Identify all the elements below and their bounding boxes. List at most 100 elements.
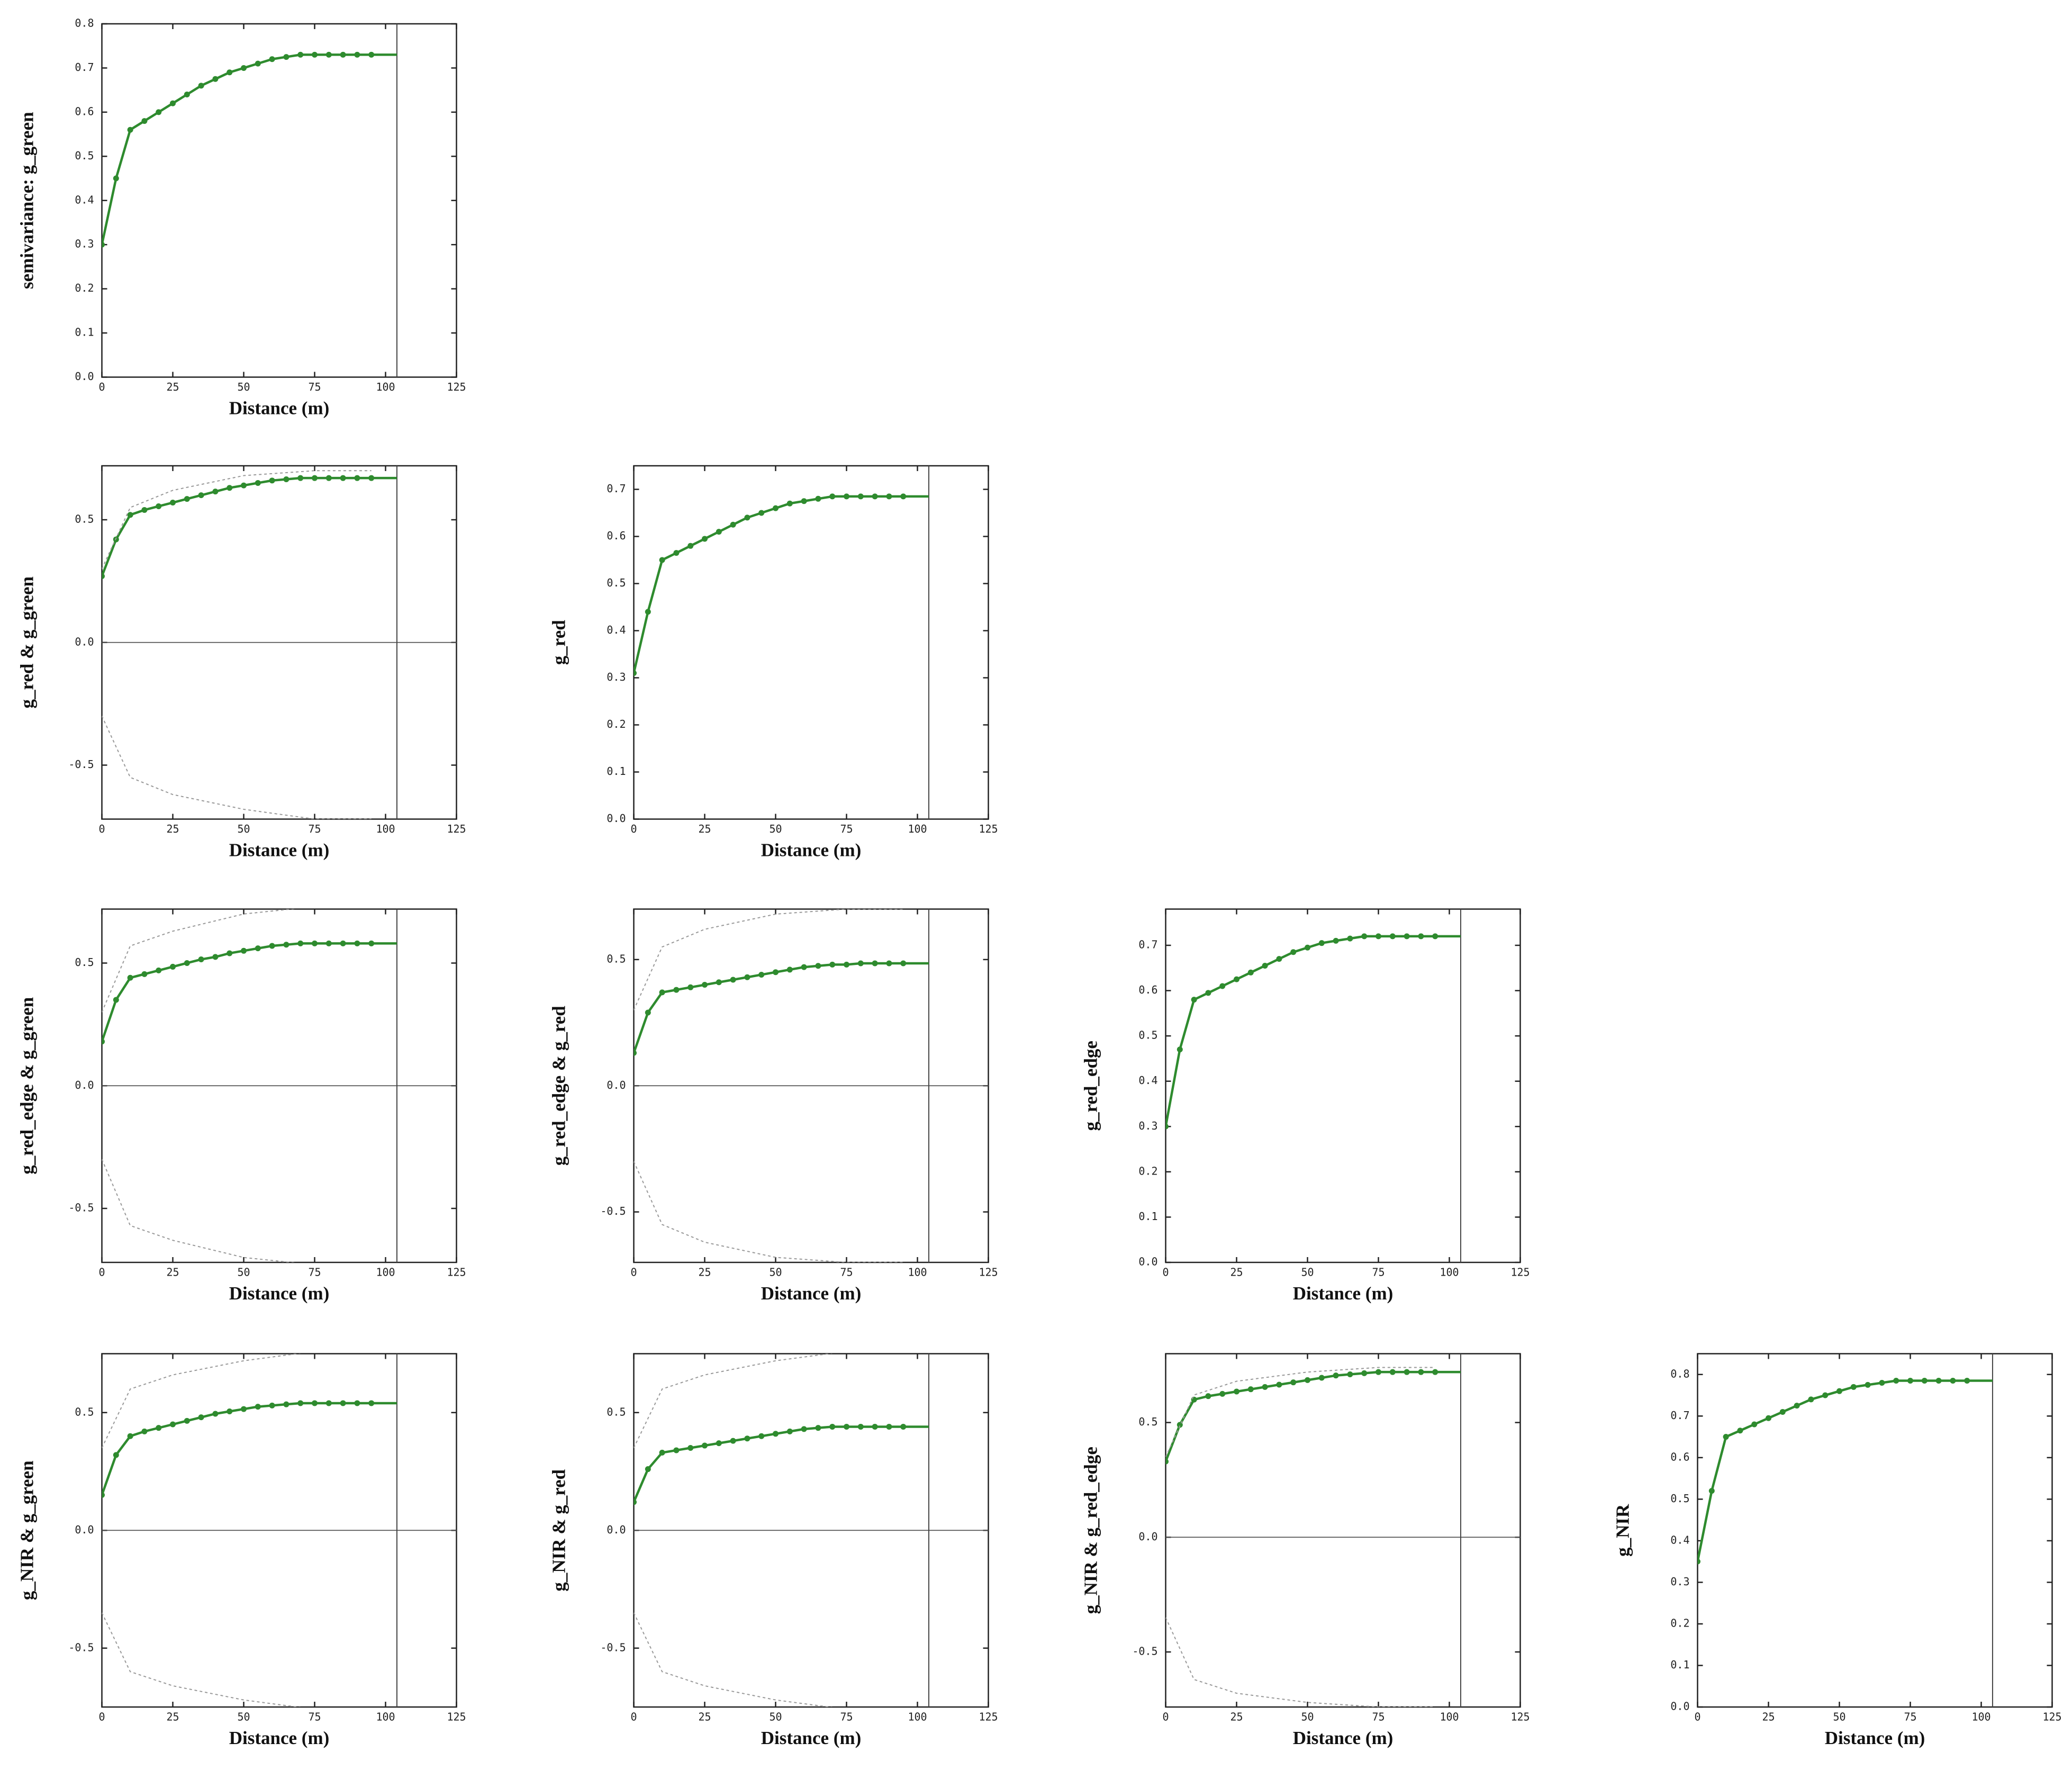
y-tick-label: 0.0 [607, 1079, 626, 1091]
data-point [198, 83, 204, 89]
x-tick-label: 125 [447, 1266, 466, 1279]
data-point [1808, 1396, 1814, 1403]
data-point [255, 945, 261, 952]
data-point [886, 960, 892, 967]
x-tick-label: 100 [1440, 1266, 1459, 1279]
data-point [1333, 937, 1339, 944]
y-tick-label: 0.2 [1138, 1164, 1157, 1177]
x-tick-label: 25 [166, 823, 179, 835]
data-point [255, 1404, 261, 1410]
data-point [1234, 976, 1239, 982]
data-point [801, 964, 807, 970]
data-point [872, 960, 878, 967]
data-point [354, 1400, 360, 1406]
plot-area [1165, 1353, 1461, 1708]
panel: -0.5 0.0 0.5 0 25 50 75 100 125 Distance (m) g_NIR… [549, 1353, 998, 1748]
data-point [1418, 933, 1424, 940]
plot-area [102, 909, 397, 1263]
panel: 0.0 0.1 0.2 0.3 0.4 0.5 0.6 0.7 0.8 0 25 50 75 100 125… [16, 17, 466, 419]
data-point [1347, 1371, 1353, 1378]
y-tick-label: 0.3 [607, 671, 626, 683]
y-tick-label: -0.5 [68, 1202, 94, 1214]
data-point [1376, 1369, 1382, 1375]
data-point [1247, 1386, 1254, 1393]
y-axis-label: g_red & g_green [16, 576, 37, 709]
data-point [857, 493, 864, 500]
y-axis-label: g_red_edge [1081, 1041, 1101, 1131]
data-point [198, 1414, 204, 1421]
x-tick-label: 125 [979, 1266, 998, 1279]
data-point [241, 482, 247, 489]
data-point [1964, 1378, 1970, 1384]
x-tick-label: 100 [908, 1266, 927, 1279]
envelope-line [634, 1353, 833, 1448]
panel: -0.5 0.0 0.5 0 25 50 75 100 125 Distance (m) g_red… [16, 908, 466, 1304]
data-point [312, 940, 318, 946]
data-point [1165, 1458, 1169, 1465]
y-tick-label: 0.0 [75, 635, 94, 648]
x-axis-label: Distance (m) [761, 1728, 862, 1748]
data-point [645, 1009, 651, 1016]
y-tick-label: 0.0 [607, 1523, 626, 1536]
x-axis-label: Distance (m) [1293, 1728, 1394, 1748]
y-tick-label: 0.0 [1138, 1256, 1157, 1268]
data-point [269, 56, 275, 62]
data-point [786, 967, 793, 973]
data-point [1697, 1558, 1700, 1565]
x-tick-label: 50 [1301, 1266, 1314, 1279]
envelope-line [634, 1161, 903, 1263]
x-tick-label: 25 [1762, 1711, 1775, 1723]
model-line [102, 476, 372, 577]
y-tick-label: 0.4 [75, 193, 94, 206]
data-point [1404, 1369, 1410, 1375]
y-tick-label: 0.0 [75, 1079, 94, 1091]
data-point [283, 476, 289, 482]
data-point [127, 1433, 133, 1439]
data-point [815, 1425, 821, 1431]
data-point [184, 1417, 190, 1424]
data-point [1836, 1388, 1842, 1394]
data-point [312, 51, 318, 58]
y-tick-label: 0.4 [607, 624, 626, 636]
x-tick-label: 0 [1162, 1266, 1169, 1279]
plot-area [634, 466, 929, 819]
data-point [283, 942, 289, 948]
envelope-line [102, 1353, 301, 1448]
data-point [127, 127, 133, 133]
y-tick-label: 0.5 [1138, 1415, 1157, 1428]
x-axis-label: Distance (m) [1293, 1283, 1394, 1304]
model-line [102, 53, 372, 245]
y-tick-label: 0.6 [607, 529, 626, 542]
x-axis-label: Distance (m) [761, 1283, 862, 1304]
data-point [900, 960, 907, 967]
data-point [701, 982, 708, 988]
data-point [354, 51, 360, 58]
data-point [113, 997, 119, 1003]
y-axis-label: g_red_edge & g_red [549, 1006, 569, 1166]
data-point [255, 480, 261, 486]
data-point [634, 670, 637, 676]
data-point [102, 1492, 105, 1498]
y-axis-label: g_red [549, 620, 569, 665]
data-point [1376, 933, 1382, 940]
data-point [815, 963, 821, 969]
x-tick-label: 25 [698, 823, 711, 835]
envelope-line [102, 716, 372, 819]
panel: 0.0 0.1 0.2 0.3 0.4 0.5 0.6 0.7 0 25 50 75 100 125 Dis… [1081, 908, 1530, 1304]
data-point [801, 498, 807, 504]
data-point [1165, 1123, 1169, 1130]
x-tick-label: 100 [376, 1711, 395, 1723]
model-line [1165, 1370, 1435, 1462]
data-point [730, 977, 736, 983]
x-tick-label: 50 [1833, 1711, 1845, 1723]
y-tick-label: -0.5 [600, 1205, 626, 1217]
x-tick-label: 125 [1510, 1711, 1530, 1723]
y-tick-label: 0.1 [75, 326, 94, 339]
data-point [900, 493, 907, 500]
x-tick-label: 125 [447, 1711, 466, 1723]
data-point [1907, 1378, 1914, 1384]
y-tick-label: 0.3 [75, 238, 94, 250]
data-point [325, 475, 332, 481]
y-axis-label: semivariance: g_green [16, 112, 37, 289]
y-axis-label: g_NIR & g_red_edge [1081, 1447, 1101, 1614]
